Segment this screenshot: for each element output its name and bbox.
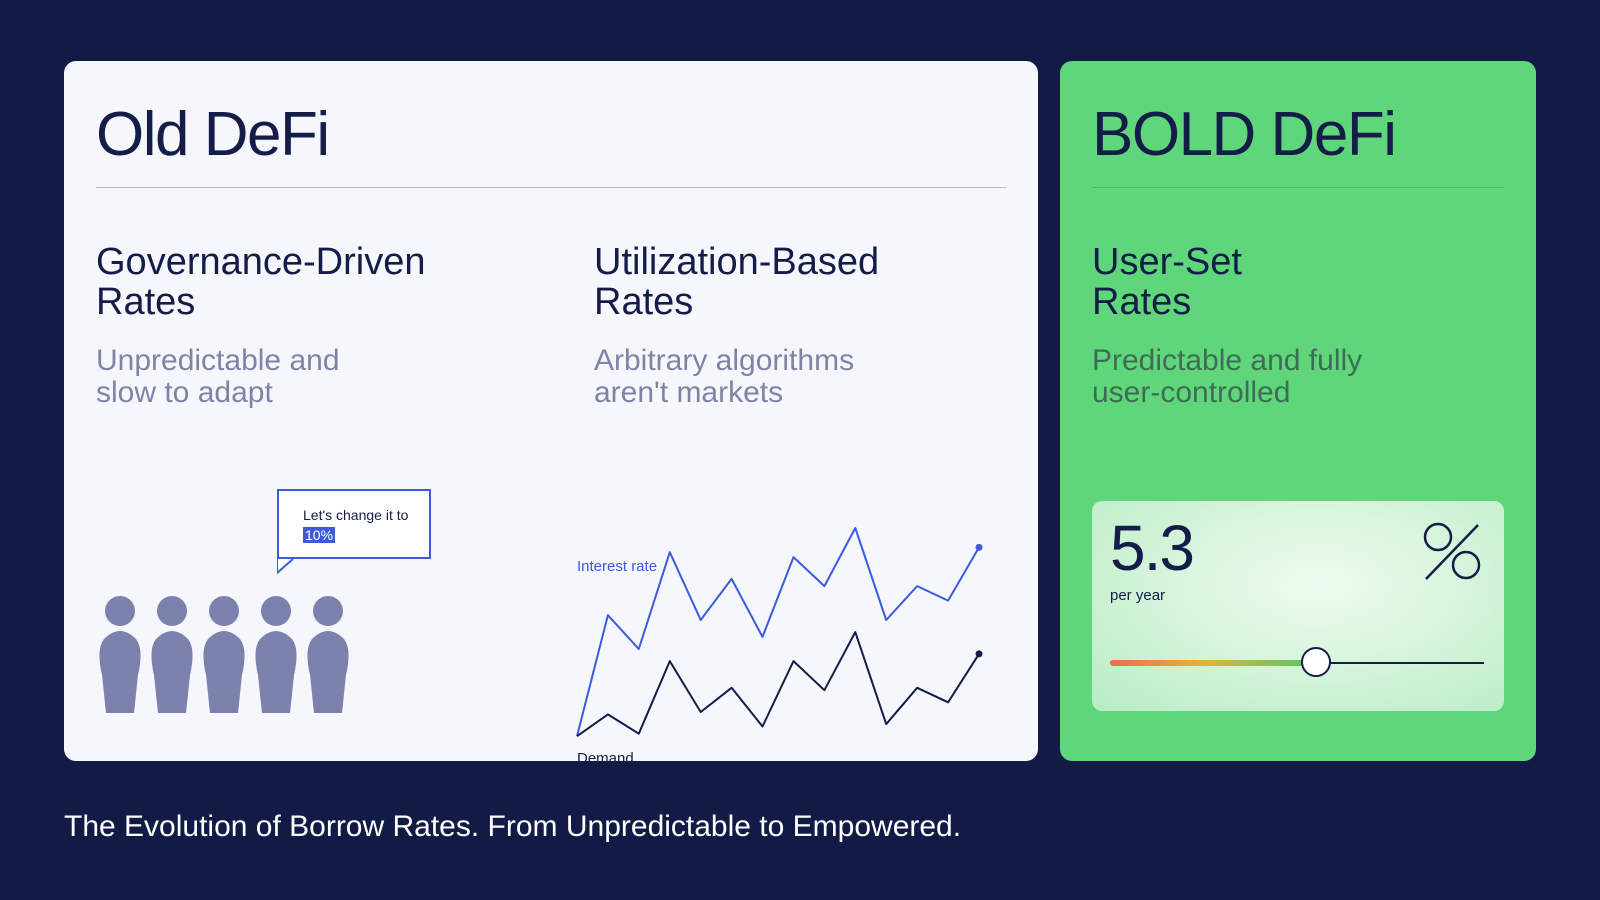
speech-bubble-tail: [277, 557, 294, 575]
person-icon: [307, 596, 349, 713]
series-label-interest-rate: Interest rate: [577, 558, 657, 575]
old-defi-divider: [96, 187, 1006, 188]
bold-defi-card: BOLD DeFi User-Set Rates Predictable and…: [1060, 61, 1536, 761]
series-end-point-0: [975, 543, 983, 551]
rate-value: 5.3: [1110, 512, 1195, 584]
utilization-rates-title: Utilization-Based Rates: [594, 241, 880, 323]
rate-slider[interactable]: [1110, 647, 1484, 677]
person-icon: [151, 596, 193, 713]
speech-bubble-text: Let's change it to 10%: [303, 505, 423, 545]
slider-fill: [1110, 660, 1316, 666]
old-defi-card: Old DeFi Governance-Driven Rates Unpredi…: [64, 61, 1038, 767]
bubble-highlight: 10%: [303, 527, 336, 543]
series-end-point-1: [975, 650, 983, 658]
series-line-0: [576, 527, 980, 737]
person-icon: [255, 596, 297, 713]
rate-unit: per year: [1110, 587, 1166, 604]
slider-handle[interactable]: [1300, 647, 1331, 677]
user-set-rates-subtitle: Predictable and fully user-controlled: [1092, 344, 1363, 409]
rate-selector-panel: 5.3 per year: [1092, 501, 1504, 711]
series-line-1: [576, 631, 980, 738]
user-set-rates-title: User-Set Rates: [1092, 241, 1242, 323]
percent-icon: [1423, 522, 1481, 580]
series-label-demand: Demand: [577, 750, 634, 767]
rate-line-chart: Interest rate Demand: [576, 527, 983, 767]
bold-defi-divider: [1092, 187, 1504, 188]
bubble-prefix: Let's change it to: [303, 507, 409, 523]
page-caption: The Evolution of Borrow Rates. From Unpr…: [64, 810, 962, 843]
governance-rates-subtitle: Unpredictable and slow to adapt: [96, 344, 340, 409]
speech-bubble: Let's change it to 10%: [277, 489, 431, 559]
governance-rates-title: Governance-Driven Rates: [96, 241, 426, 323]
person-icon: [203, 596, 245, 713]
bold-defi-title: BOLD DeFi: [1092, 100, 1397, 169]
person-group-icon: [99, 596, 349, 713]
old-defi-title: Old DeFi: [96, 100, 330, 169]
person-icon: [99, 596, 141, 713]
utilization-rates-subtitle: Arbitrary algorithms aren't markets: [594, 344, 855, 409]
